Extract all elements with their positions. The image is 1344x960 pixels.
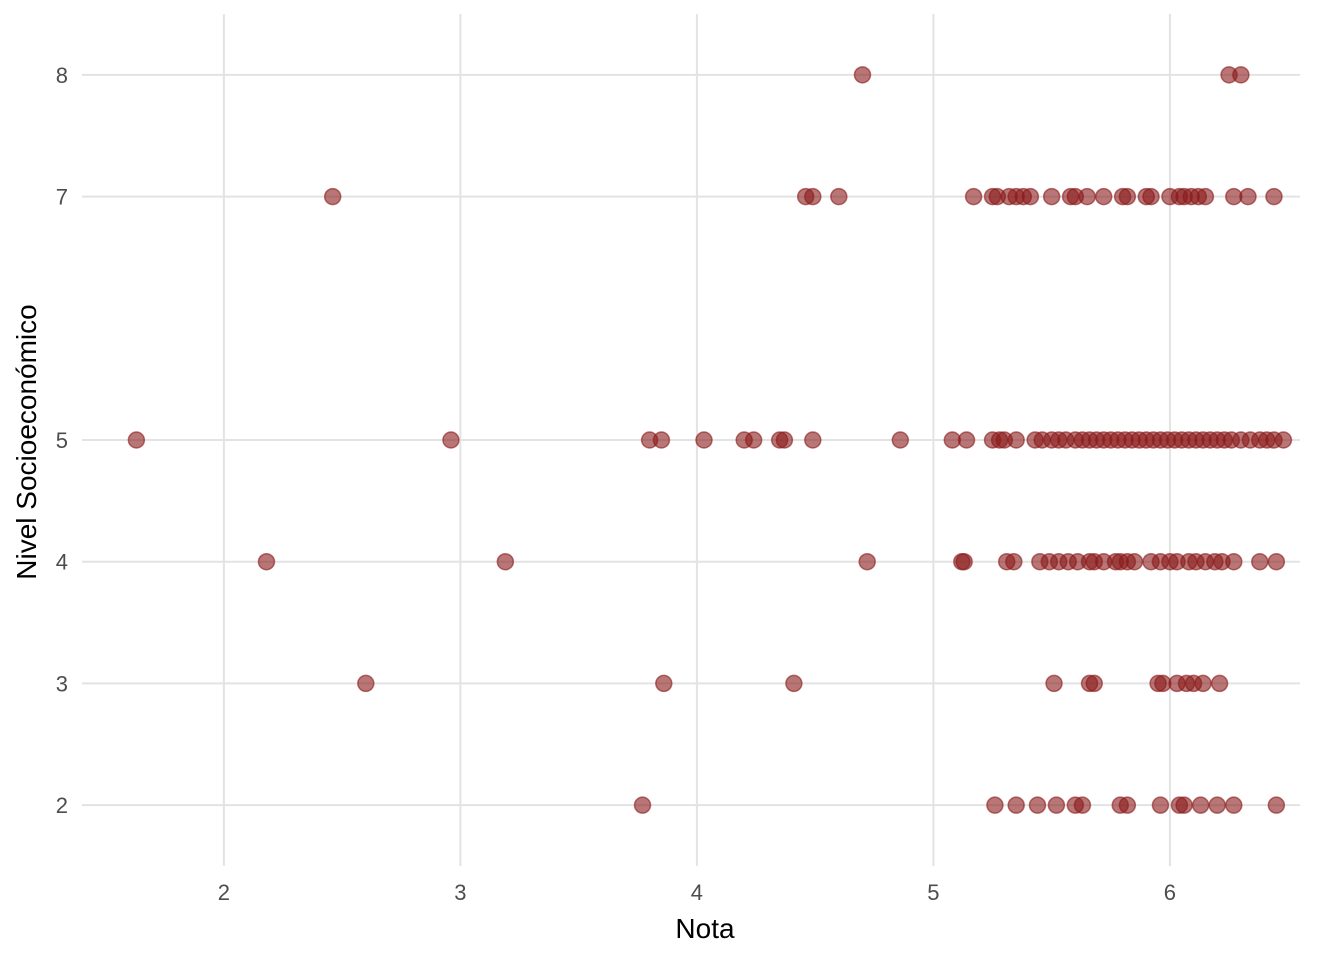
data-point xyxy=(1239,187,1257,206)
data-point xyxy=(1151,796,1170,814)
data-point xyxy=(442,431,460,449)
data-point xyxy=(858,552,876,571)
data-point xyxy=(744,431,763,449)
data-point xyxy=(804,431,822,449)
data-point xyxy=(1118,187,1137,206)
data-point xyxy=(357,674,375,693)
data-point xyxy=(1085,674,1103,693)
data-point xyxy=(1073,796,1092,814)
data-point xyxy=(1210,674,1229,693)
data-point xyxy=(1196,187,1215,206)
x-tick-label: 4 xyxy=(691,880,703,905)
data-point xyxy=(1251,552,1269,571)
data-point xyxy=(1267,796,1286,814)
x-tick-label: 5 xyxy=(927,880,939,905)
data-point xyxy=(1021,187,1040,206)
data-point xyxy=(1078,187,1096,206)
data-point xyxy=(652,431,671,449)
data-point xyxy=(695,431,713,449)
data-point xyxy=(785,674,803,693)
data-point xyxy=(1005,552,1023,571)
data-point xyxy=(1028,796,1047,814)
x-tick-label: 6 xyxy=(1164,880,1176,905)
data-point xyxy=(1265,187,1283,206)
x-tick-label: 3 xyxy=(454,880,466,905)
y-tick-label: 7 xyxy=(56,185,68,210)
data-point xyxy=(804,187,822,206)
data-point xyxy=(1142,187,1160,206)
data-point xyxy=(1007,431,1025,449)
data-point xyxy=(257,552,276,571)
data-point xyxy=(1047,796,1066,814)
data-point xyxy=(775,431,794,449)
y-axis-title: Nivel Socioeconómico xyxy=(11,304,42,579)
data-point xyxy=(1191,796,1210,814)
data-point xyxy=(1208,796,1226,814)
x-axis-title: Nota xyxy=(675,913,735,944)
x-tick-label: 2 xyxy=(218,880,230,905)
data-point xyxy=(1194,674,1212,693)
data-point xyxy=(323,187,342,206)
data-point xyxy=(986,796,1004,814)
data-point xyxy=(957,431,976,449)
data-point xyxy=(1267,552,1286,571)
data-point xyxy=(1232,66,1250,84)
y-tick-label: 3 xyxy=(56,671,68,696)
data-point xyxy=(1175,796,1193,814)
y-tick-label: 5 xyxy=(56,428,68,453)
y-tick-label: 2 xyxy=(56,793,68,818)
data-point xyxy=(1094,187,1113,206)
data-point xyxy=(955,552,973,571)
data-point xyxy=(1274,431,1293,449)
data-point xyxy=(853,66,872,84)
data-point xyxy=(655,674,673,693)
data-point xyxy=(1045,674,1063,693)
tick-labels: 2 3 4 5 6 2 3 4 5 7 8 xyxy=(56,63,1176,905)
data-point xyxy=(1042,187,1061,206)
data-point xyxy=(127,431,146,449)
y-tick-label: 4 xyxy=(56,550,68,575)
data-points xyxy=(127,66,1293,814)
data-point xyxy=(1118,796,1137,814)
data-point xyxy=(633,796,652,814)
data-point xyxy=(964,187,983,206)
y-tick-label: 8 xyxy=(56,63,68,88)
data-point xyxy=(891,431,910,449)
data-point xyxy=(830,187,848,206)
data-point xyxy=(1125,552,1144,571)
data-point xyxy=(1225,552,1243,571)
data-point xyxy=(1225,796,1243,814)
data-point xyxy=(1007,796,1025,814)
data-point xyxy=(496,552,515,571)
